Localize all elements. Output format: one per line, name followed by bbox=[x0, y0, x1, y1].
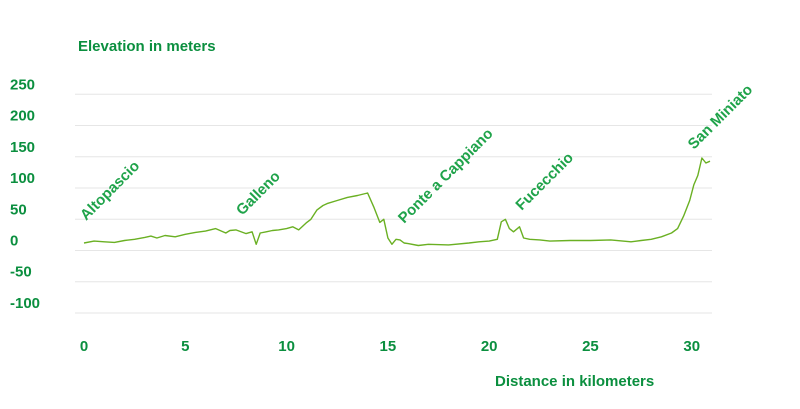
y-tick-label: 200 bbox=[10, 108, 35, 125]
y-tick-label: 50 bbox=[10, 201, 27, 218]
y-axis-label: Elevation in meters bbox=[78, 38, 216, 55]
place-label: Ponte a Cappiano bbox=[395, 125, 497, 227]
place-labels: Altopascio Galleno Ponte a Cappiano Fucecch… bbox=[77, 81, 756, 227]
x-tick-label: 0 bbox=[80, 338, 88, 355]
x-tick-label: 10 bbox=[278, 338, 295, 355]
x-axis-label: Distance in kilometers bbox=[495, 373, 654, 390]
place-label: Galleno bbox=[233, 168, 284, 219]
grid-lines bbox=[75, 93, 712, 314]
place-label: San Miniato bbox=[685, 81, 757, 153]
x-axis-ticks: 0 5 10 15 20 25 30 bbox=[80, 338, 700, 355]
y-tick-label: 250 bbox=[10, 76, 35, 93]
x-tick-label: 15 bbox=[380, 338, 397, 355]
x-tick-label: 5 bbox=[181, 338, 189, 355]
y-tick-label: 0 bbox=[10, 233, 18, 250]
y-tick-label: 100 bbox=[10, 170, 35, 187]
x-tick-label: 30 bbox=[683, 338, 700, 355]
place-label: Fucecchio bbox=[512, 149, 576, 213]
y-axis-ticks: 250 200 150 100 50 0 -50 -100 bbox=[10, 76, 40, 312]
x-tick-label: 20 bbox=[481, 338, 498, 355]
y-tick-label: -100 bbox=[10, 295, 40, 312]
x-tick-label: 25 bbox=[582, 338, 599, 355]
place-label: Altopascio bbox=[77, 158, 143, 224]
elevation-profile-line bbox=[83, 157, 711, 247]
y-tick-label: 150 bbox=[10, 139, 35, 156]
y-tick-label: -50 bbox=[10, 264, 32, 281]
